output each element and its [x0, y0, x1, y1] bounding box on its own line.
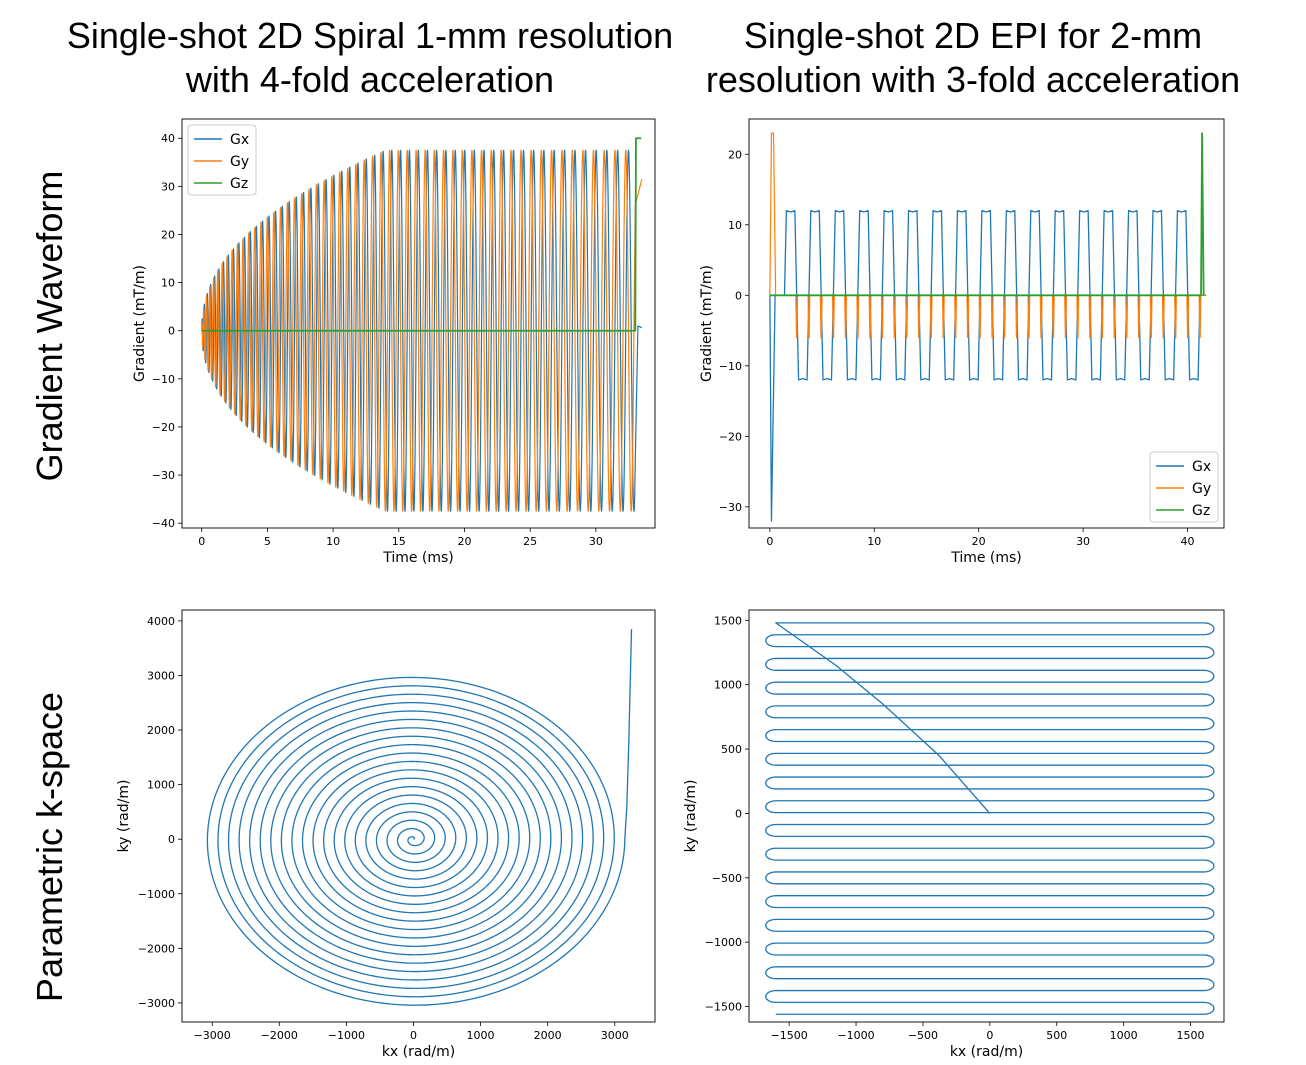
- legend-box: [187, 124, 257, 196]
- gz-line: [201, 137, 642, 332]
- gx-line: [769, 210, 1207, 522]
- y-tick-label: −1000: [705, 936, 742, 949]
- x-tick-label: 3000: [601, 1029, 629, 1042]
- x-tick-label: 0: [986, 1029, 993, 1042]
- y-tick-label: −1000: [138, 888, 175, 901]
- spiral-gradient-legend: Gx Gy Gz: [187, 124, 257, 196]
- x-tick-label: 1000: [467, 1029, 495, 1042]
- epi-kspace-frame: [748, 609, 1225, 1023]
- y-tick-label: −30: [719, 501, 742, 514]
- y-tick-label: 30: [161, 180, 175, 193]
- y-tick-label: −3000: [138, 997, 175, 1010]
- gy-line: [769, 132, 1207, 339]
- epi-kspace-axes: −1500 −1000 −500 0 500 1000 1500 −1500 −1000 −500…: [683, 609, 1225, 1060]
- y-axis-label: ky (rad/m): [116, 780, 132, 853]
- legend-label-gy: Gy: [230, 154, 249, 170]
- y-tick-label: 3000: [147, 669, 175, 682]
- y-tick-label: −500: [712, 872, 742, 885]
- x-tick-label: 30: [589, 535, 603, 548]
- y-tick-label: 0: [168, 325, 175, 338]
- y-tick-label: 10: [161, 277, 175, 290]
- y-tick-label: 0: [168, 833, 175, 846]
- x-tick-label: 0: [410, 1029, 417, 1042]
- x-tick-label: 10: [326, 535, 340, 548]
- kspace-trajectory: [765, 622, 1215, 1015]
- legend-label-gz: Gz: [1192, 503, 1210, 519]
- y-tick-label: −10: [719, 360, 742, 373]
- x-tick-label: 2000: [534, 1029, 562, 1042]
- x-tick-label: 15: [392, 535, 406, 548]
- x-tick-label: 1500: [1177, 1029, 1205, 1042]
- y-tick-label: −1500: [705, 1001, 742, 1014]
- column-title-epi: Single-shot 2D EPI for 2-mm resolution w…: [705, 15, 1241, 100]
- x-axis-label: kx (rad/m): [950, 1044, 1023, 1060]
- kspace-trajectory: [206, 629, 633, 1006]
- y-tick-label: 2000: [147, 724, 175, 737]
- x-tick-label: 10: [867, 535, 881, 548]
- y-tick-label: 500: [721, 743, 742, 756]
- y-tick-label: −20: [719, 430, 742, 443]
- column-title-spiral: Single-shot 2D Spiral 1-mm resolution wi…: [66, 15, 674, 100]
- x-tick-label: 25: [523, 535, 537, 548]
- x-axis-label: Time (ms): [950, 550, 1022, 566]
- legend-label-gy: Gy: [1192, 481, 1211, 497]
- x-tick-label: −2000: [261, 1029, 298, 1042]
- x-tick-label: 5: [264, 535, 271, 548]
- epi-gradient-frame: [748, 118, 1225, 529]
- x-tick-label: 0: [198, 535, 205, 548]
- x-tick-label: −500: [908, 1029, 938, 1042]
- x-tick-label: 40: [1180, 535, 1194, 548]
- x-tick-label: −3000: [194, 1029, 231, 1042]
- y-tick-label: −40: [152, 517, 175, 530]
- y-tick-label: 1500: [714, 614, 742, 627]
- legend-label-gx: Gx: [1192, 459, 1211, 475]
- y-tick-label: −2000: [138, 942, 175, 955]
- x-tick-label: −1000: [837, 1029, 874, 1042]
- x-tick-label: −1500: [771, 1029, 808, 1042]
- x-tick-label: 0: [766, 535, 773, 548]
- y-tick-label: 10: [728, 219, 742, 232]
- y-tick-label: −30: [152, 469, 175, 482]
- x-axis-label: kx (rad/m): [382, 1044, 455, 1060]
- y-tick-label: 0: [735, 289, 742, 302]
- y-tick-label: 40: [161, 132, 175, 145]
- x-tick-label: 20: [457, 535, 471, 548]
- y-axis-label: Gradient (mT/m): [699, 265, 715, 382]
- epi-gradient-legend: Gx Gy Gz: [1149, 451, 1219, 523]
- x-tick-label: 1000: [1110, 1029, 1138, 1042]
- y-tick-label: 20: [161, 228, 175, 241]
- x-tick-label: 30: [1076, 535, 1090, 548]
- y-tick-label: 4000: [147, 615, 175, 628]
- y-tick-label: 0: [735, 807, 742, 820]
- spiral-kspace-frame: [181, 609, 656, 1023]
- y-axis-label: Gradient (mT/m): [132, 265, 148, 382]
- y-tick-label: −20: [152, 421, 175, 434]
- y-tick-label: −10: [152, 373, 175, 386]
- y-tick-label: 20: [728, 148, 742, 161]
- y-tick-label: 1000: [714, 679, 742, 692]
- spiral-kspace-axes: −3000 −2000 −1000 0 1000 2000 3000 −3000 −2000 −1…: [116, 609, 656, 1060]
- legend-label-gz: Gz: [230, 176, 248, 192]
- epi-gradient-axes: 0 10 20 30 40 −30 −20 −10 0 10 20 Time (ms) Gradient…: [699, 118, 1225, 566]
- y-tick-label: 1000: [147, 779, 175, 792]
- x-axis-label: Time (ms): [382, 550, 454, 566]
- spiral-gradient-axes: 0 5 10 15 20 25 30 −40 −30 −20 −10 0 10 20 30 40 Time (m…: [132, 118, 656, 566]
- gz-line: [769, 132, 1205, 297]
- gy-line: [201, 149, 643, 512]
- x-tick-label: 500: [1046, 1029, 1067, 1042]
- x-tick-label: 20: [972, 535, 986, 548]
- legend-label-gx: Gx: [230, 132, 249, 148]
- x-tick-label: −1000: [328, 1029, 365, 1042]
- legend-box: [1149, 451, 1219, 523]
- y-axis-label: ky (rad/m): [683, 780, 699, 853]
- spiral-gradient-frame: [181, 118, 656, 529]
